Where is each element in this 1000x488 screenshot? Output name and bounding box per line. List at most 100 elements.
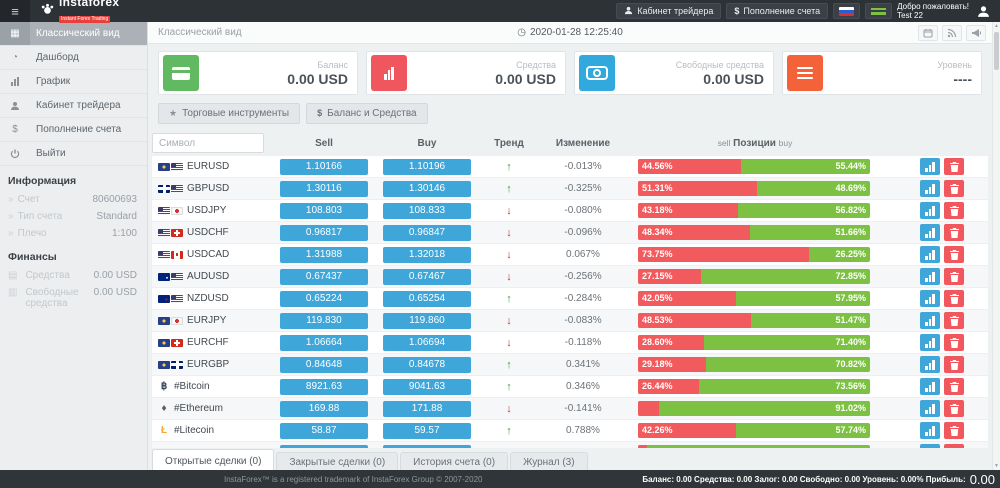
- balance-funds-button[interactable]: Баланс и Средства: [306, 103, 428, 124]
- trend-arrow-icon: ↓: [506, 204, 512, 217]
- open-chart-button[interactable]: [920, 334, 940, 351]
- deposit-button[interactable]: Пополнение счета: [726, 3, 829, 19]
- sell-price-button[interactable]: 108.803: [280, 202, 368, 219]
- language-russian-button[interactable]: [833, 3, 861, 19]
- remove-symbol-button[interactable]: [944, 268, 964, 285]
- menu-toggle-button[interactable]: ≡: [0, 0, 30, 22]
- remove-symbol-button[interactable]: [944, 378, 964, 395]
- sell-positions-segment: 28.60%: [638, 335, 705, 350]
- remove-symbol-button[interactable]: [944, 290, 964, 307]
- buy-price-button[interactable]: 59.57: [383, 422, 471, 439]
- ca-flag-icon: [171, 250, 183, 259]
- remove-symbol-button[interactable]: [944, 246, 964, 263]
- sell-price-button[interactable]: 0.65224: [280, 290, 368, 307]
- scroll-up-icon[interactable]: ▲: [994, 23, 999, 29]
- open-chart-button[interactable]: [920, 422, 940, 439]
- remove-symbol-button[interactable]: [944, 334, 964, 351]
- sell-price-button[interactable]: 169.88: [280, 400, 368, 417]
- sell-price-button[interactable]: 8921.63: [280, 378, 368, 395]
- buy-price-button[interactable]: 171.88: [383, 400, 471, 417]
- sell-price-button[interactable]: 119.830: [280, 312, 368, 329]
- logo[interactable]: instaforex Instant Forex Trading: [40, 0, 119, 25]
- open-chart-button[interactable]: [920, 356, 940, 373]
- remove-symbol-button[interactable]: [944, 444, 964, 448]
- sell-price-button[interactable]: 1.10166: [280, 158, 368, 175]
- buy-price-button[interactable]: 9041.63: [383, 378, 471, 395]
- remove-symbol-button[interactable]: [944, 224, 964, 241]
- us-flag-icon: [158, 206, 170, 215]
- language-secondary-button[interactable]: [865, 3, 893, 19]
- open-chart-button[interactable]: [920, 224, 940, 241]
- remove-symbol-button[interactable]: [944, 202, 964, 219]
- remove-symbol-button[interactable]: [944, 400, 964, 417]
- sidebar-item-classic-view[interactable]: ▦ Классический вид: [0, 22, 147, 46]
- sell-price-button[interactable]: 1.31988: [280, 246, 368, 263]
- sell-price-button[interactable]: 58.87: [280, 422, 368, 439]
- open-chart-button[interactable]: [920, 378, 940, 395]
- remove-symbol-button[interactable]: [944, 422, 964, 439]
- sell-price-button[interactable]: [280, 444, 368, 448]
- sidebar-item-deposit[interactable]: $ Пополнение счета: [0, 118, 147, 142]
- tab-2[interactable]: Закрытые сделки (0): [276, 452, 399, 474]
- change-value: -0.080%: [564, 205, 602, 216]
- buy-price-button[interactable]: 108.833: [383, 202, 471, 219]
- buy-price-button[interactable]: 119.860: [383, 312, 471, 329]
- buy-price-button[interactable]: 1.32018: [383, 246, 471, 263]
- finance-row: ▤ Средства 0.00 USD: [8, 270, 137, 281]
- jp-flag-icon: [171, 316, 183, 325]
- trend-arrow-icon: ↑: [506, 358, 512, 371]
- trader-cabinet-button[interactable]: Кабинет трейдера: [616, 3, 722, 19]
- rss-icon[interactable]: [942, 25, 962, 41]
- sidebar-item-chart[interactable]: График: [0, 70, 147, 94]
- sidebar-item-logout[interactable]: Выйти: [0, 142, 147, 166]
- table-header: Sell Buy Тренд Изменение sell Позиции bu…: [148, 130, 992, 156]
- open-chart-button[interactable]: [920, 400, 940, 417]
- buy-price-button[interactable]: 0.67467: [383, 268, 471, 285]
- trend-arrow-icon: ↑: [506, 380, 512, 393]
- sell-positions-segment: [638, 445, 648, 448]
- user-avatar-icon[interactable]: [974, 2, 992, 20]
- open-chart-button[interactable]: [920, 268, 940, 285]
- sell-price-button[interactable]: 1.06664: [280, 334, 368, 351]
- buy-price-button[interactable]: 0.96847: [383, 224, 471, 241]
- open-chart-button[interactable]: [920, 290, 940, 307]
- calendar-icon[interactable]: [918, 25, 938, 41]
- sell-positions-segment: 43.18%: [638, 203, 739, 218]
- buy-price-button[interactable]: 1.10196: [383, 158, 471, 175]
- symbol-filter-input[interactable]: [152, 133, 264, 154]
- sell-price-button[interactable]: 0.96817: [280, 224, 368, 241]
- free-margin-icon: ▥: [8, 287, 18, 298]
- megaphone-icon[interactable]: [966, 25, 986, 41]
- tab-1[interactable]: Открытые сделки (0): [152, 449, 275, 474]
- remove-symbol-button[interactable]: [944, 312, 964, 329]
- scrollbar-thumb[interactable]: [994, 32, 999, 70]
- sell-price-button[interactable]: 0.84648: [280, 356, 368, 373]
- table-row: [152, 442, 988, 448]
- tab-4[interactable]: Журнал (3): [510, 452, 588, 474]
- remove-symbol-button[interactable]: [944, 356, 964, 373]
- sell-price-button[interactable]: 0.67437: [280, 268, 368, 285]
- open-chart-button[interactable]: [920, 444, 940, 448]
- change-value: -0.141%: [564, 403, 602, 414]
- tab-3[interactable]: История счета (0): [400, 452, 509, 474]
- scroll-down-icon[interactable]: ▼: [994, 463, 999, 469]
- remove-symbol-button[interactable]: [944, 158, 964, 175]
- sidebar-item-trader-cabinet[interactable]: Кабинет трейдера: [0, 94, 147, 118]
- buy-price-button[interactable]: 1.30146: [383, 180, 471, 197]
- dollar-icon: $: [12, 124, 18, 135]
- remove-symbol-button[interactable]: [944, 180, 964, 197]
- open-chart-button[interactable]: [920, 246, 940, 263]
- open-chart-button[interactable]: [920, 180, 940, 197]
- sidebar-item-dashboard[interactable]: ◔ Дашборд: [0, 46, 147, 70]
- buy-price-button[interactable]: [383, 444, 471, 448]
- open-chart-button[interactable]: [920, 202, 940, 219]
- trading-instruments-button[interactable]: Торговые инструменты: [158, 103, 301, 124]
- trend-arrow-icon: ↓: [506, 270, 512, 283]
- buy-price-button[interactable]: 0.84678: [383, 356, 471, 373]
- buy-price-button[interactable]: 0.65254: [383, 290, 471, 307]
- buy-price-button[interactable]: 1.06694: [383, 334, 471, 351]
- vertical-scrollbar[interactable]: ▲ ▼: [992, 22, 1000, 470]
- open-chart-button[interactable]: [920, 158, 940, 175]
- open-chart-button[interactable]: [920, 312, 940, 329]
- sell-price-button[interactable]: 1.30116: [280, 180, 368, 197]
